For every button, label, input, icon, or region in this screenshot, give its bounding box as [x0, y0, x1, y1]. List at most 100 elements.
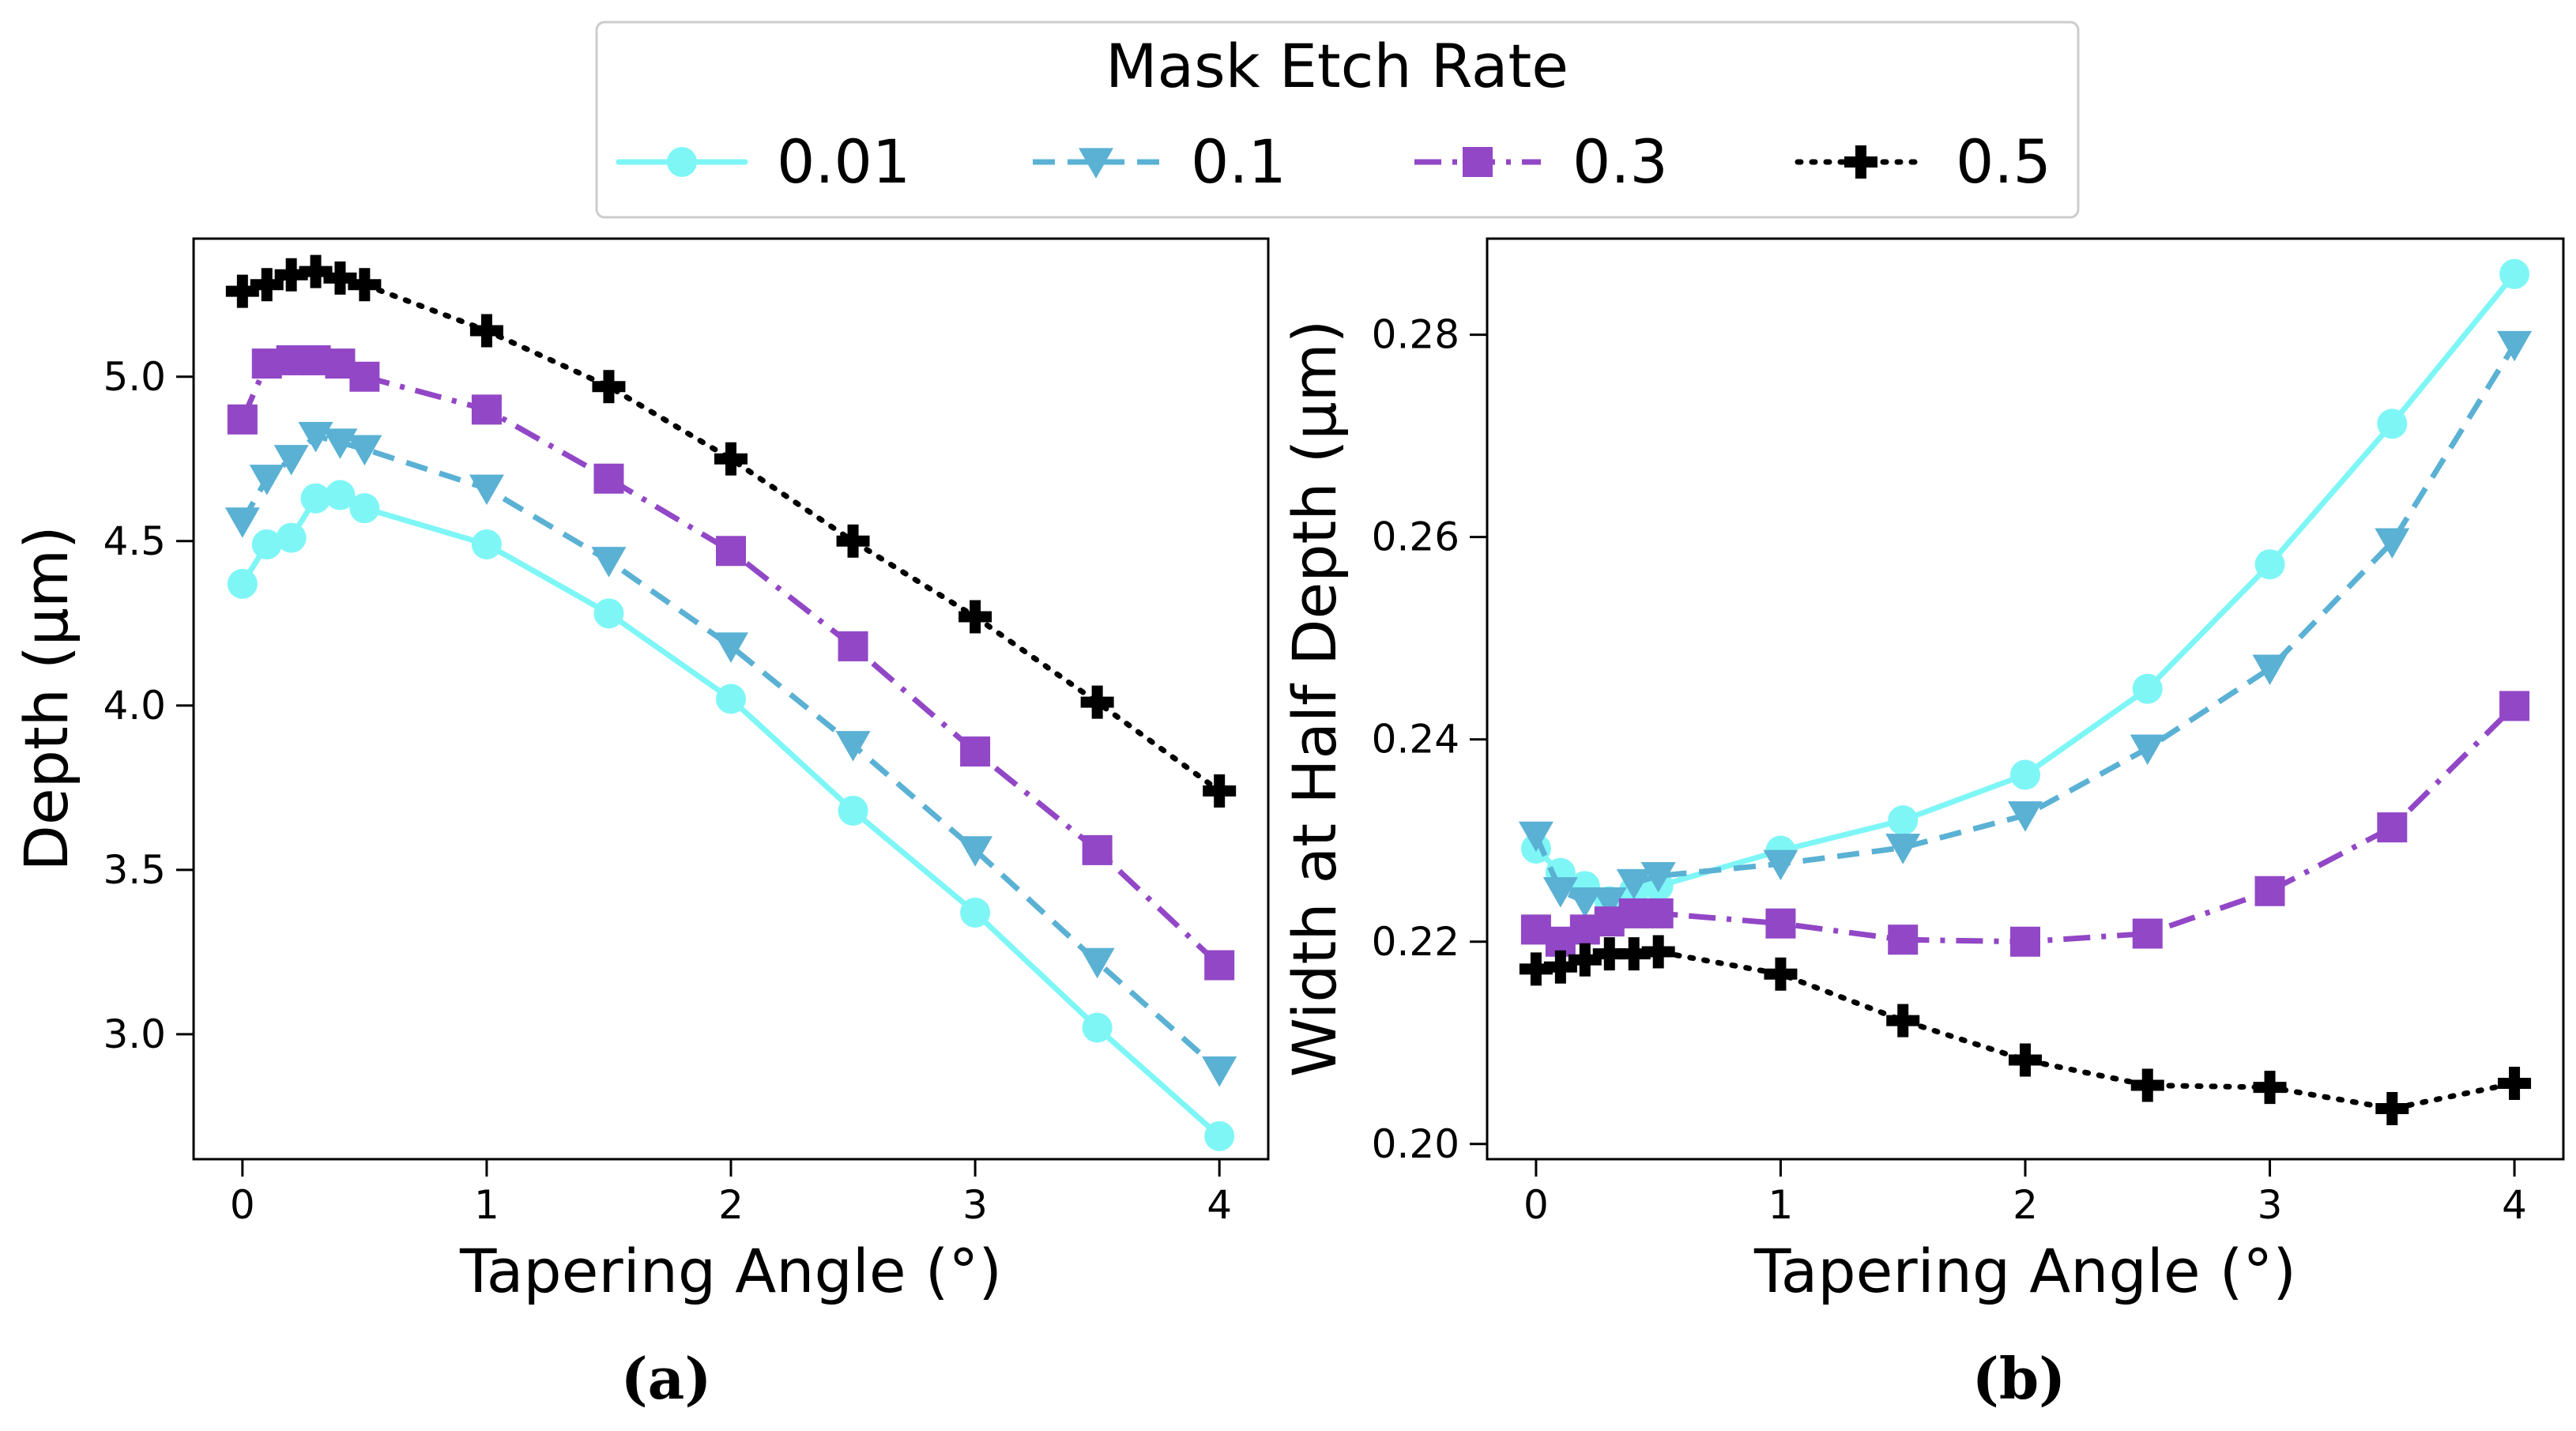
x-tick-label-b: 1 [1768, 1182, 1794, 1228]
data-point-a-0.01 [593, 598, 624, 629]
legend-label-0.3: 0.3 [1572, 126, 1668, 197]
x-tick-label-b: 2 [2013, 1182, 2038, 1228]
data-point-a-0.01 [251, 529, 282, 559]
data-point-a-0.1 [714, 632, 748, 663]
data-point-b-0.1 [1542, 877, 1578, 908]
data-point-a-0.3 [471, 394, 502, 425]
data-point-a-0.5 [836, 524, 870, 558]
series-line-a-0.01 [239, 492, 1222, 1139]
data-point-b-0.1 [1616, 868, 1651, 900]
legend-label-0.5: 0.5 [1956, 126, 2051, 197]
data-point-b-0.5 [1886, 1004, 1920, 1037]
legend-entry-0.5: 0.5 [1795, 126, 2051, 197]
data-point-a-0.5 [958, 600, 992, 634]
data-point-a-0.5 [225, 274, 259, 308]
data-point-a-0.1 [469, 474, 504, 506]
data-point-a-0.5 [1080, 685, 1114, 719]
x-tick-label-a: 1 [474, 1182, 499, 1228]
data-point-a-0.3 [227, 404, 258, 435]
data-point-b-0.1 [1763, 849, 1798, 881]
data-point-a-0.1 [835, 731, 871, 762]
legend-entry-0.3: 0.3 [1414, 126, 1668, 197]
y-tick-label-a: 3.5 [103, 847, 166, 893]
data-point-a-0.3 [593, 463, 624, 494]
data-point-b-0.1 [2375, 528, 2410, 559]
series-b-0.5 [1519, 935, 2532, 1125]
y-tick-label-a: 3.0 [103, 1011, 166, 1057]
panel-caption-b: (b) [1972, 1345, 2066, 1412]
series-a-0.01 [227, 480, 1235, 1151]
data-point-a-0.1 [591, 547, 627, 578]
data-point-b-0.3 [2254, 876, 2285, 906]
data-point-a-0.3 [1082, 834, 1113, 865]
data-point-a-0.01 [838, 795, 868, 826]
data-point-b-0.1 [2008, 801, 2043, 832]
legend-title: Mask Etch Rate [1105, 31, 1569, 101]
legend-entry-0.01: 0.01 [616, 126, 910, 197]
data-point-a-0.5 [714, 442, 748, 476]
data-point-a-0.1 [1202, 1056, 1237, 1087]
y-axis-label-a: Depth (μm) [11, 525, 81, 871]
x-tick-label-b: 3 [2258, 1182, 2283, 1228]
series-line-a-0.1 [239, 433, 1222, 1073]
y-tick-label-a: 5.0 [103, 354, 166, 400]
legend-label-0.01: 0.01 [777, 126, 910, 197]
y-tick-label-b: 0.22 [1372, 919, 1459, 965]
data-point-a-0.5 [274, 258, 308, 292]
data-point-a-0.01 [960, 897, 991, 928]
data-point-b-0.5 [2130, 1068, 2164, 1102]
series-a [224, 254, 1237, 1151]
data-point-a-0.01 [276, 522, 307, 553]
data-point-a-0.1 [249, 465, 284, 495]
data-point-b-0.3 [1765, 908, 1796, 939]
data-point-a-0.01 [1204, 1120, 1235, 1151]
data-point-a-0.5 [592, 370, 626, 404]
data-point-a-0.5 [250, 268, 284, 302]
data-point-a-0.3 [960, 736, 991, 767]
data-point-b-0.1 [1591, 887, 1627, 918]
x-axis-label-b: Tapering Angle (°) [1753, 1236, 2296, 1306]
y-tick-label-b: 0.26 [1372, 514, 1459, 560]
data-point-a-0.5 [299, 254, 333, 288]
x-tick-label-a: 3 [962, 1182, 988, 1228]
data-point-a-0.01 [227, 568, 258, 599]
series-a-0.5 [225, 254, 1237, 808]
data-point-b-0.5 [2253, 1071, 2287, 1105]
axes-b: 0 1 2 3 4 0.20 0.22 0.24 0.26 0.28 [1372, 312, 2527, 1228]
legend-marker-0.01 [667, 147, 697, 177]
data-point-b-0.5 [2009, 1043, 2042, 1077]
data-point-b-0.3 [2499, 691, 2530, 721]
series-a-0.1 [224, 422, 1237, 1087]
data-point-b-0.5 [2498, 1066, 2532, 1100]
y-tick-label-b: 0.24 [1372, 717, 1459, 763]
series-line-b-0.5 [1533, 949, 2518, 1112]
panel-caption-a: (a) [621, 1345, 712, 1412]
data-point-b-0.01 [2254, 549, 2285, 580]
data-point-b-0.5 [1519, 952, 1553, 986]
data-point-b-0.3 [2132, 918, 2163, 949]
data-point-b-0.01 [2499, 258, 2530, 289]
data-point-a-0.3 [349, 361, 380, 392]
legend-frame [595, 21, 2080, 219]
data-point-b-0.1 [2497, 330, 2533, 362]
series-b [1518, 258, 2533, 1125]
data-point-a-0.1 [347, 435, 382, 466]
data-point-b-0.3 [1888, 925, 1919, 955]
data-point-a-0.01 [1082, 1012, 1113, 1043]
legend-marker-0.1 [1079, 148, 1113, 179]
y-tick-label-a: 4.0 [103, 683, 166, 729]
legend-marker-0.5 [1844, 145, 1877, 179]
data-point-a-0.5 [1203, 774, 1237, 808]
data-point-b-0.5 [1617, 937, 1651, 971]
data-point-b-0.1 [1567, 887, 1602, 918]
legend: Mask Etch Rate 0.01 0.1 0.3 0.5 [595, 21, 2080, 219]
data-point-b-0.1 [2252, 654, 2288, 685]
data-point-b-0.01 [2010, 759, 2040, 790]
x-tick-label-b: 0 [1523, 1182, 1549, 1228]
data-point-a-0.1 [224, 507, 260, 538]
legend-marker-0.3 [1463, 147, 1493, 177]
y-axis-label-b: Width at Half Depth (μm) [1279, 320, 1350, 1078]
x-tick-label-a: 2 [718, 1182, 744, 1228]
data-point-b-0.1 [1885, 834, 1921, 864]
